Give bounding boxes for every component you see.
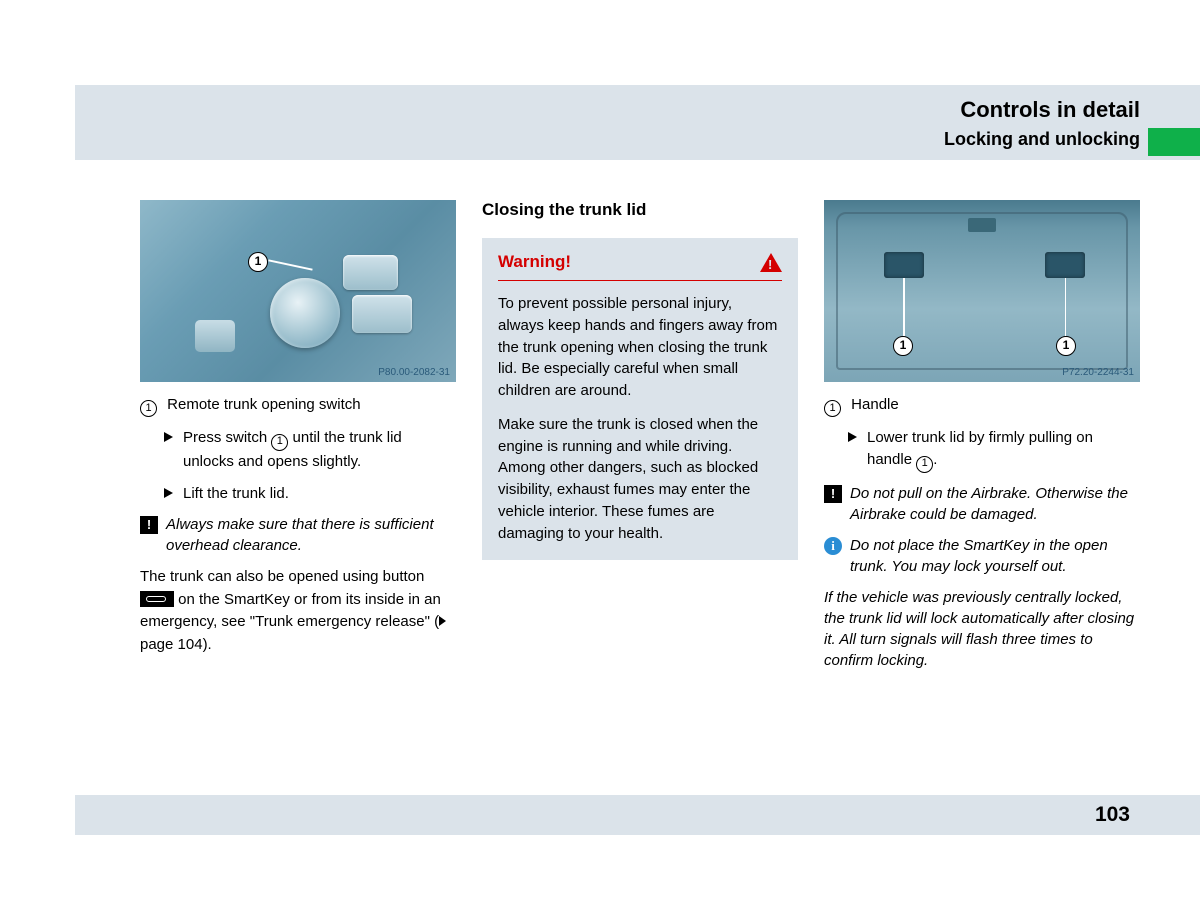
paragraph-smartkey: The trunk can also be opened using butto… xyxy=(140,566,456,656)
note-smartkey-lockout: i Do not place the SmartKey in the open … xyxy=(824,535,1140,577)
warning-p1: To prevent possible personal injury, alw… xyxy=(498,293,782,402)
triangle-bullet-icon xyxy=(164,432,173,442)
footer-band: 103 xyxy=(75,795,1200,835)
step-lower-lid: Lower trunk lid by firmly pulling on han… xyxy=(824,427,1140,472)
circled-1-icon: 1 xyxy=(140,400,157,417)
page-ref-icon xyxy=(439,616,446,626)
callout-1: 1 xyxy=(1056,336,1076,356)
photo-caption: P80.00-2082-31 xyxy=(378,367,450,378)
column-1: 1 P80.00-2082-31 1 Remote trunk opening … xyxy=(140,200,456,671)
callout-1: 1 xyxy=(248,252,268,272)
subsection-title: Locking and unlocking xyxy=(75,129,1140,150)
section-tab xyxy=(1148,128,1200,156)
circled-1-icon: 1 xyxy=(271,434,288,451)
auto-lock-paragraph: If the vehicle was previously centrally … xyxy=(824,587,1140,671)
callout-1: 1 xyxy=(893,336,913,356)
photo-trunk-handle: 1 1 P72.20-2244-31 xyxy=(824,200,1140,382)
warning-triangle-icon xyxy=(760,253,782,272)
info-icon: i xyxy=(824,537,842,555)
smartkey-trunk-icon xyxy=(140,591,174,607)
figure-caption: 1 Remote trunk opening switch xyxy=(140,394,456,417)
exclamation-icon: ! xyxy=(824,485,842,503)
triangle-bullet-icon xyxy=(164,488,173,498)
step-2: Lift the trunk lid. xyxy=(140,483,456,505)
warning-p2: Make sure the trunk is closed when the e… xyxy=(498,414,782,545)
page-number: 103 xyxy=(1095,803,1130,827)
warning-header: Warning! xyxy=(498,252,782,281)
photo-caption: P72.20-2244-31 xyxy=(1062,367,1134,378)
triangle-bullet-icon xyxy=(848,432,857,442)
note-airbrake: ! Do not pull on the Airbrake. Otherwise… xyxy=(824,483,1140,525)
circled-1-icon: 1 xyxy=(916,456,933,473)
circled-1-icon: 1 xyxy=(824,400,841,417)
note-clearance: ! Always make sure that there is suffici… xyxy=(140,514,456,556)
column-2: Closing the trunk lid Warning! To preven… xyxy=(482,200,798,671)
closing-trunk-heading: Closing the trunk lid xyxy=(482,200,798,220)
step-1: Press switch 1 until the trunk lid unloc… xyxy=(140,427,456,472)
section-title: Controls in detail xyxy=(75,97,1140,123)
figure-caption: 1 Handle xyxy=(824,394,1140,417)
header-band: Controls in detail Locking and unlocking xyxy=(75,85,1200,160)
exclamation-icon: ! xyxy=(140,516,158,534)
content-columns: 1 P80.00-2082-31 1 Remote trunk opening … xyxy=(140,200,1140,671)
column-3: 1 1 P72.20-2244-31 1 Handle Lower trunk … xyxy=(824,200,1140,671)
warning-box: Warning! To prevent possible personal in… xyxy=(482,238,798,560)
photo-console-switch: 1 P80.00-2082-31 xyxy=(140,200,456,382)
